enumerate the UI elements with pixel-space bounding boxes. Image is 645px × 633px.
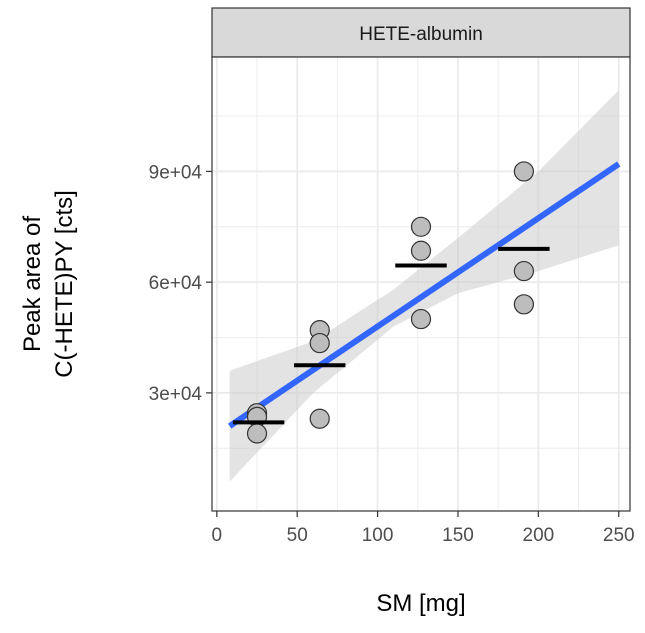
confidence-band [229,90,619,482]
means-layer [232,246,550,425]
x-axis-title: SM [mg] [376,590,465,617]
y-tick-label: 6e+04 [149,273,203,294]
data-point [410,308,432,330]
data-point [513,294,534,315]
fit-line [228,161,621,429]
y-tick-label: 3e+04 [149,384,203,405]
grid-major [212,57,630,511]
x-tick-label: 50 [287,525,308,546]
y-tick-label: 9e+04 [149,162,203,183]
data-point [410,216,432,237]
data-point [410,240,432,261]
plot-panel-border [211,56,631,512]
x-tick-label: 200 [523,525,555,546]
x-tick-label: 150 [442,525,474,546]
x-tick-label: 250 [603,525,635,546]
y-axis: 3e+04 6e+04 9e+04 [149,162,212,405]
data-point [309,408,330,429]
data-point [309,332,330,354]
confidence-band-layer [229,90,619,482]
x-tick-label: 0 [212,525,223,546]
x-tick-label: 100 [362,525,394,546]
data-point [513,161,534,182]
y-axis-title-line-2: C(-HETE)PY [cts] [51,190,78,378]
facet-strip-label: HETE-albumin [359,24,483,45]
facet-strip [211,7,631,58]
data-point [513,260,534,282]
y-axis-title-line-1: Peak area of [19,216,46,352]
fit-line-layer [228,161,621,429]
x-axis: 0 50 100 150 200 250 [212,511,635,546]
data-point [246,423,268,444]
points-layer [246,161,534,444]
